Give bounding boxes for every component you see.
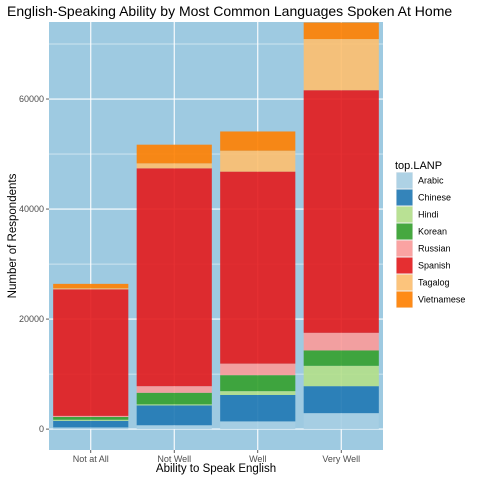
bar-arabic-well (220, 421, 296, 430)
bar-vietnamese-very-well (303, 22, 379, 40)
legend-swatch-spanish (396, 257, 413, 274)
legend-label-arabic: Arabic (418, 176, 444, 186)
legend-swatch-korean (396, 223, 413, 240)
legend-swatch-tagalog (396, 274, 413, 291)
x-tick-label-not-well: Not Well (157, 454, 191, 464)
bar-chinese-not-at-all (53, 420, 129, 428)
bar-hindi-not-well (136, 404, 212, 406)
bar-spanish-very-well (303, 90, 379, 333)
bar-spanish-not-well (136, 168, 212, 387)
y-tick-label: 40000 (19, 204, 44, 214)
bar-korean-very-well (303, 350, 379, 366)
y-tick-label: 60000 (19, 94, 44, 104)
bar-chinese-very-well (303, 386, 379, 414)
x-tick-label-very-well: Very Well (322, 454, 360, 464)
legend-swatch-vietnamese (396, 291, 413, 308)
legend-swatch-hindi (396, 206, 413, 223)
legend-label-korean: Korean (418, 227, 447, 237)
legend-label-hindi: Hindi (418, 210, 439, 220)
bar-spanish-not-at-all (53, 289, 129, 416)
legend-label-vietnamese: Vietnamese (418, 295, 465, 305)
bar-hindi-very-well (303, 365, 379, 387)
x-axis-title: Ability to Speak English (156, 463, 276, 475)
bar-tagalog-not-at-all (53, 288, 129, 290)
bar-korean-well (220, 375, 296, 392)
legend-label-tagalog: Tagalog (418, 278, 450, 288)
bar-vietnamese-not-at-all (53, 283, 129, 289)
bar-korean-not-at-all (53, 416, 129, 420)
x-tick-label-well: Well (249, 454, 266, 464)
bar-vietnamese-not-well (136, 144, 212, 164)
legend-label-chinese: Chinese (418, 193, 451, 203)
legend: top.LANP Arabic Chinese Hindi Korean Russian… (395, 160, 465, 308)
bar-arabic-very-well (303, 413, 379, 430)
legend-title: top.LANP (395, 160, 442, 172)
bar-hindi-not-at-all (53, 419, 129, 421)
bar-vietnamese-well (220, 131, 296, 151)
chart-title: English-Speaking Ability by Most Common … (7, 3, 452, 19)
bar-hindi-well (220, 391, 296, 395)
bar-russian-well (220, 363, 296, 376)
y-axis-title: Number of Respondents (7, 173, 19, 298)
axes: 0 20000 40000 60000 Not at All Not Well Well Ve… (19, 94, 360, 464)
bar-russian-not-at-all (53, 415, 129, 417)
bar-tagalog-well (220, 150, 296, 172)
y-tick-label: 20000 (19, 314, 44, 324)
legend-label-spanish: Spanish (418, 261, 451, 271)
legend-swatch-arabic (396, 172, 413, 189)
bar-tagalog-not-well (136, 163, 212, 169)
bar-chinese-well (220, 394, 296, 422)
legend-swatch-chinese (396, 189, 413, 206)
x-tick-label-not-at-all: Not at All (73, 454, 109, 464)
legend-swatch-russian (396, 240, 413, 257)
bar-chinese-not-well (136, 405, 212, 426)
bar-arabic-not-at-all (53, 427, 129, 430)
bar-russian-not-well (136, 386, 212, 393)
legend-label-russian: Russian (418, 244, 451, 254)
bar-korean-not-well (136, 392, 212, 405)
bar-spanish-well (220, 171, 296, 364)
bar-tagalog-very-well (303, 39, 379, 91)
bar-russian-very-well (303, 332, 379, 351)
bar-arabic-not-well (136, 425, 212, 430)
bars (53, 22, 379, 430)
y-tick-label: 0 (39, 424, 44, 434)
